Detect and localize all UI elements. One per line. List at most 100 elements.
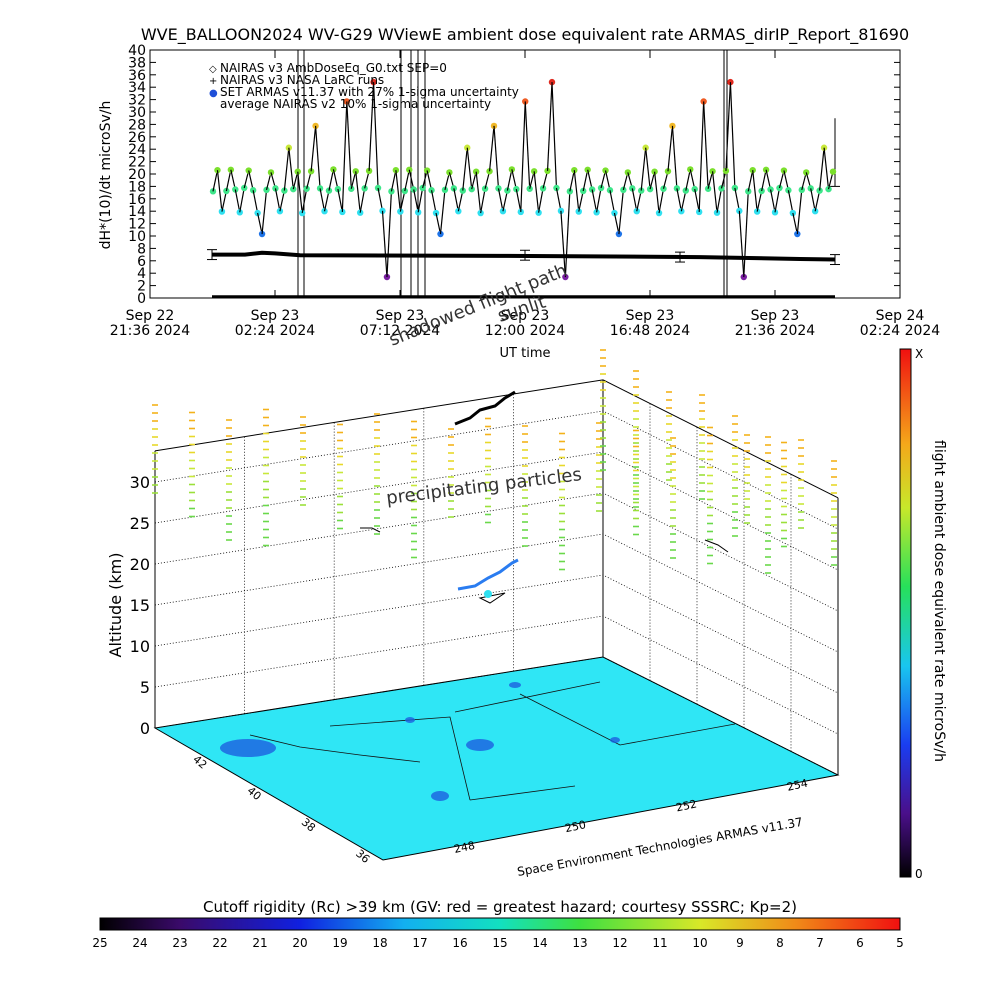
armas-connector <box>372 82 379 189</box>
armas-connector <box>685 169 691 191</box>
armas-connector <box>689 169 696 190</box>
armas-connector <box>538 188 544 213</box>
armas-connector <box>426 170 433 191</box>
x-tick-time: 12:00 2024 <box>485 323 566 339</box>
rigidity-tick-label: 16 <box>452 936 467 950</box>
legend-symbol: ◇ <box>209 64 217 75</box>
altitude-gridline <box>154 451 839 571</box>
longitude-tick-labels: 248 250 252 254 <box>453 777 809 856</box>
rigidity-tick-labels: 25 24 23 22 21 20 19 18 17 16 15 14 13 12 11 10 9 8 7 6 5 <box>92 936 903 950</box>
altitude-tick-label: 5 <box>140 678 150 697</box>
armas-connector <box>613 212 620 235</box>
legend-symbol: + <box>209 76 217 87</box>
track-fragment <box>704 539 729 553</box>
armas-connector <box>703 101 709 189</box>
map-feature <box>220 739 276 757</box>
armas-connector <box>506 169 513 191</box>
altitude-gridline <box>154 492 839 612</box>
armas-connector <box>395 170 401 212</box>
armas-connector <box>319 188 326 212</box>
altitude-tick-label: 15 <box>130 596 150 615</box>
map-feature <box>610 737 620 743</box>
rigidity-tick-label: 19 <box>332 936 347 950</box>
dose-colorbar: X 0 flight ambient dose equivalent rate … <box>899 347 947 881</box>
y-tick-label: 10 <box>128 229 146 245</box>
armas-connector <box>408 169 415 190</box>
armas-connector <box>743 191 749 278</box>
armas-connector <box>355 171 361 213</box>
x-tick-time: 21:36 2024 <box>735 323 816 339</box>
rigidity-tick-label: 11 <box>652 936 667 950</box>
ground-map-details <box>220 681 736 801</box>
x-tick-date: Sep 22 <box>126 308 175 324</box>
armas-connector <box>297 171 303 214</box>
armas-connector <box>377 187 384 211</box>
armas-connector <box>261 189 268 235</box>
timeseries-data <box>207 50 840 299</box>
armas-connector <box>216 170 223 212</box>
armas-connector <box>413 189 419 213</box>
armas-connector <box>631 188 638 212</box>
armas-point <box>477 209 484 217</box>
armas-connector <box>430 190 437 214</box>
armas-connector <box>310 125 317 172</box>
altitude-tick-label: 30 <box>130 473 150 492</box>
armas-point <box>276 208 284 215</box>
armas-connector <box>524 101 531 189</box>
armas-connector <box>497 188 504 212</box>
armas-connector <box>653 171 660 214</box>
y-tick-label: 38 <box>128 55 146 71</box>
armas-point <box>388 188 395 195</box>
armas-connector <box>792 212 798 235</box>
armas-connector <box>814 190 821 212</box>
armas-connector <box>475 171 482 214</box>
rigidity-tick-label: 23 <box>172 936 187 950</box>
y-tick-label: 28 <box>128 117 146 133</box>
armas-point <box>401 187 408 195</box>
armas-connector <box>604 170 611 191</box>
armas-connector <box>560 210 566 278</box>
armas-connector <box>234 189 241 213</box>
armas-point <box>406 166 413 173</box>
armas-connector <box>488 125 495 172</box>
altitude-gridline <box>154 533 839 653</box>
map-feature <box>466 739 494 751</box>
armas-connector <box>283 147 290 191</box>
map-feature <box>431 791 449 801</box>
rigidity-tick-label: 17 <box>412 936 427 950</box>
armas-connector <box>399 190 406 212</box>
armas-connector <box>564 191 571 278</box>
armas-point <box>356 209 364 216</box>
y-tick-label: 36 <box>128 68 146 84</box>
armas-connector <box>618 189 624 235</box>
armas-connector <box>774 187 781 213</box>
rigidity-tick-label: 21 <box>252 936 267 950</box>
armas-connector <box>225 169 232 192</box>
y-tick-label: 16 <box>128 192 146 208</box>
armas-connector <box>381 210 388 278</box>
nairas-v2-average-line <box>212 250 836 262</box>
armas-connector <box>658 188 665 214</box>
colorbar-min-label: 0 <box>915 867 923 881</box>
box-edge <box>154 379 604 452</box>
legend-label: SET ARMAS v11.37 with 27% 1-sigma uncert… <box>220 85 519 99</box>
y-tick-label: 30 <box>128 105 146 121</box>
armas-connector <box>493 125 500 189</box>
armas-connector <box>337 189 343 213</box>
y-tick-label: 34 <box>128 80 146 96</box>
y-tick-label: 4 <box>137 266 146 282</box>
armas-connector <box>453 188 459 212</box>
armas-connector <box>520 101 526 212</box>
y-tick-label: 14 <box>128 204 146 220</box>
armas-connector <box>578 190 584 212</box>
armas-connector <box>359 188 366 213</box>
rigidity-tick-label: 8 <box>776 936 784 950</box>
rigidity-tick-label: 7 <box>816 936 824 950</box>
armas-point <box>468 185 475 193</box>
altitude-axis-label: Altitude (km) <box>106 553 125 658</box>
armas-connector <box>404 169 410 192</box>
armas-connector <box>533 171 540 213</box>
legend-label: NAIRAS v3 NASA LaRC runs <box>220 73 384 87</box>
